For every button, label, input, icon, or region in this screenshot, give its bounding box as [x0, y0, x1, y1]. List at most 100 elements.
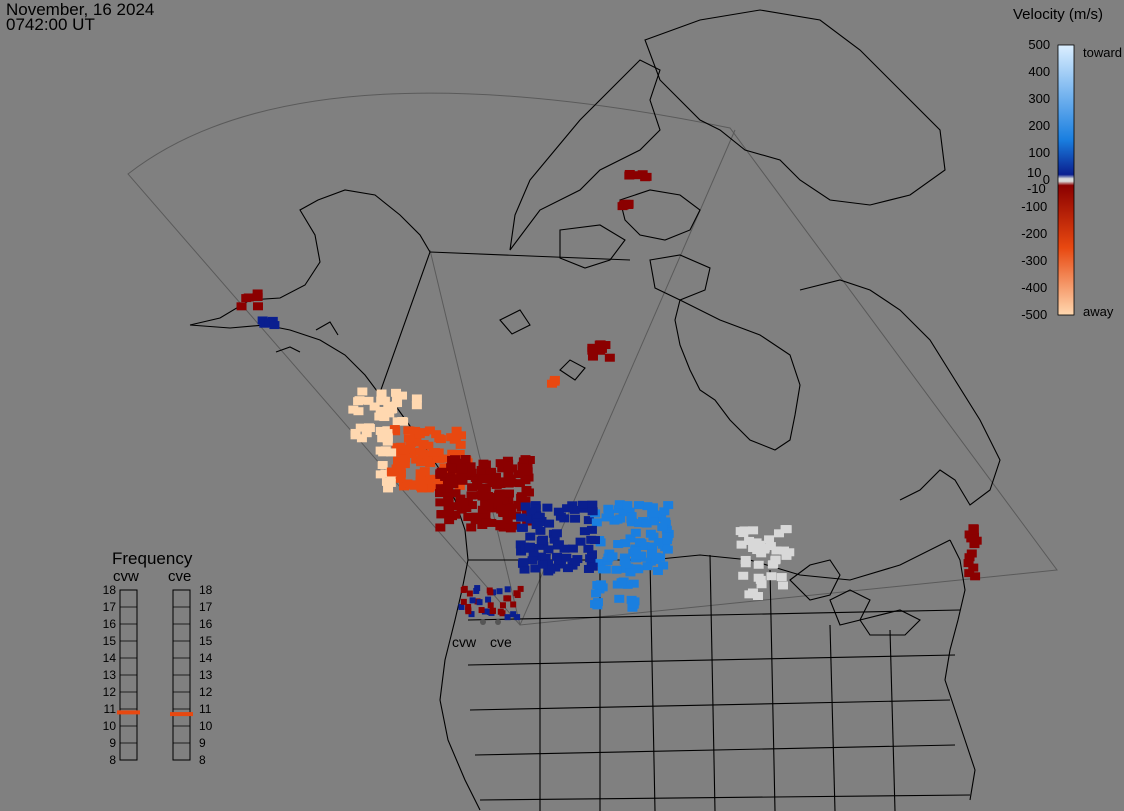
velocity-cell — [594, 340, 605, 349]
velocity-cell — [424, 426, 435, 435]
velocity-cell — [460, 455, 471, 464]
velocity-cell — [751, 538, 762, 547]
time-label: 0742:00 UT — [6, 15, 95, 34]
velocity-cell — [647, 503, 658, 512]
velocity-cell — [587, 500, 598, 509]
velocity-cell — [781, 551, 792, 560]
velocity-scatter — [236, 169, 982, 621]
velocity-cell — [497, 608, 504, 615]
velocity-cell — [435, 484, 446, 493]
velocity-cell — [480, 510, 491, 519]
velocity-cell — [457, 476, 468, 485]
velocity-cell — [748, 543, 759, 552]
velocity-cell — [526, 507, 537, 516]
velocity-cell — [385, 478, 396, 487]
velocity-cell — [414, 447, 425, 456]
velocity-cell — [595, 559, 606, 568]
velocity-cell — [518, 457, 529, 466]
frequency-tick: 9 — [199, 736, 206, 750]
velocity-cell — [613, 540, 624, 549]
velocity-cell — [415, 476, 426, 485]
velocity-cell — [765, 542, 776, 551]
velocity-cell — [589, 536, 600, 545]
velocity-tick: 300 — [1028, 91, 1051, 106]
velocity-cell — [631, 564, 642, 573]
velocity-cell — [417, 484, 428, 493]
velocity-cell — [645, 529, 656, 538]
velocity-cell — [550, 563, 561, 572]
velocity-cell — [634, 538, 645, 547]
velocity-cell — [353, 407, 364, 416]
velocity-cell — [457, 465, 468, 474]
velocity-cell — [399, 460, 410, 469]
frequency-tick: 14 — [199, 651, 213, 665]
velocity-cell — [625, 534, 636, 543]
velocity-cell — [504, 586, 511, 593]
velocity-cell — [619, 557, 630, 566]
velocity-cell — [531, 521, 542, 530]
radar-site-cve — [495, 619, 501, 625]
velocity-cell — [570, 514, 581, 523]
velocity-cell — [579, 527, 590, 536]
velocity-cell — [411, 394, 422, 403]
velocity-cell — [764, 535, 775, 544]
velocity-cell — [517, 463, 528, 472]
frequency-marker-cvw — [117, 710, 140, 715]
velocity-cell — [603, 509, 614, 518]
velocity-cell — [625, 568, 636, 577]
velocity-cell — [630, 546, 641, 555]
velocity-cell — [427, 453, 438, 462]
velocity-cell — [966, 534, 977, 543]
velocity-cell — [771, 546, 782, 555]
velocity-cell — [414, 430, 425, 439]
velocity-cell — [546, 379, 557, 388]
velocity-cell — [522, 467, 533, 476]
frequency-tick: 13 — [199, 668, 213, 682]
frequency-title: Frequency — [112, 549, 193, 568]
velocity-cell — [544, 519, 555, 528]
velocity-cell — [406, 438, 417, 447]
velocity-cell — [567, 501, 578, 510]
frequency-bars — [117, 589, 193, 761]
velocity-cell — [483, 502, 494, 511]
velocity-cell — [405, 450, 416, 459]
velocity-cell — [647, 542, 658, 551]
velocity-cell — [510, 611, 517, 618]
velocity-cell — [523, 488, 534, 497]
frequency-tick: 15 — [102, 634, 116, 648]
velocity-cell — [392, 399, 403, 408]
velocity-cell — [628, 579, 639, 588]
velocity-cell — [620, 539, 631, 548]
velocity-cell — [624, 507, 635, 516]
velocity-cell — [587, 562, 598, 571]
velocity-cell — [626, 512, 637, 521]
velocity-cell — [423, 474, 434, 483]
velocity-cell — [748, 526, 759, 535]
velocity-tick: 500 — [1028, 37, 1051, 52]
radar-name-cve: cve — [168, 568, 192, 585]
velocity-cell — [575, 537, 586, 546]
velocity-cell — [613, 505, 624, 514]
velocity-cell — [391, 388, 402, 397]
velocity-cell — [503, 469, 514, 478]
velocity-cell — [542, 503, 553, 512]
velocity-tick-10: 10 — [1027, 165, 1042, 180]
velocity-cell — [969, 540, 980, 549]
velocity-cell — [587, 352, 598, 361]
velocity-cell — [449, 435, 460, 444]
velocity-cell — [597, 583, 608, 592]
velocity-cell — [504, 489, 515, 498]
velocity-cell — [405, 445, 416, 454]
velocity-cell — [586, 525, 597, 534]
velocity-cell — [555, 556, 566, 565]
velocity-cell — [540, 553, 551, 562]
velocity-cell — [607, 552, 618, 561]
velocity-cell — [604, 353, 615, 362]
velocity-cell — [658, 561, 669, 570]
velocity-cell — [515, 540, 526, 549]
velocity-cell — [377, 461, 388, 470]
velocity-cell — [517, 585, 524, 592]
velocity-cell — [642, 562, 653, 571]
velocity-cell — [768, 560, 779, 569]
velocity-legend-title: Velocity (m/s) — [1013, 6, 1104, 23]
